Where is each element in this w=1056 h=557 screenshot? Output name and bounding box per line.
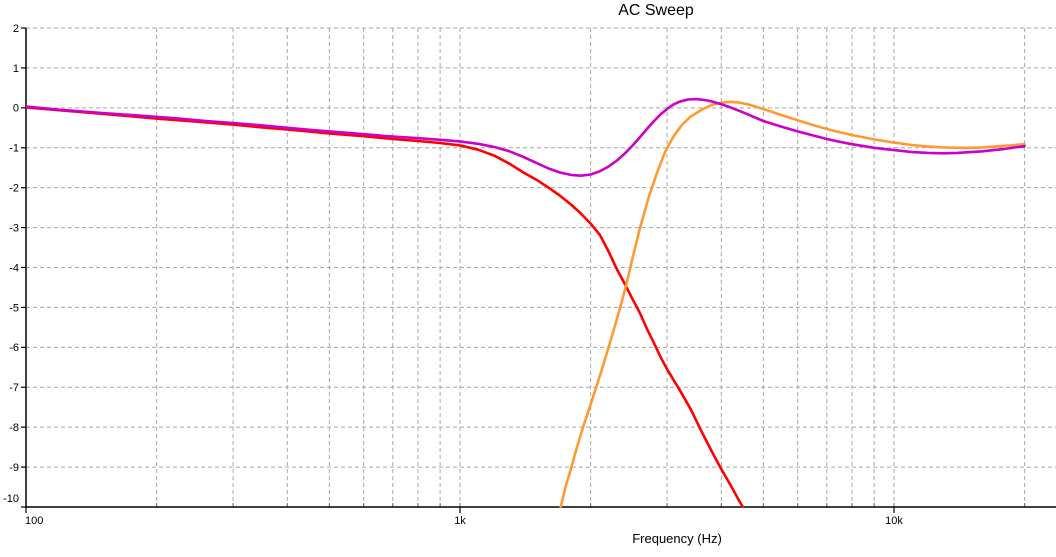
svg-text:-3: -3 — [9, 222, 19, 234]
y-tick-labels: 2 1 0 -1 -2 -3 -4 -5 -6 -7 -8 -9 -10 — [3, 23, 26, 508]
series-sum — [26, 97, 1026, 177]
svg-text:-4: -4 — [9, 262, 19, 274]
x-tick-labels: 100 1k 10k — [25, 507, 903, 527]
svg-text:-5: -5 — [9, 302, 19, 314]
svg-text:-9: -9 — [9, 462, 19, 474]
series-lowpass — [26, 106, 745, 508]
svg-text:1k: 1k — [454, 515, 466, 527]
x-gridlines — [156, 28, 1026, 507]
svg-text:-1: -1 — [9, 143, 19, 155]
series-highpass — [559, 100, 1026, 508]
svg-text:2: 2 — [13, 23, 19, 35]
svg-text:-7: -7 — [9, 382, 19, 394]
svg-text:-8: -8 — [9, 422, 19, 434]
series-curves — [26, 97, 1026, 508]
svg-text:10k: 10k — [885, 515, 903, 527]
chart-title: AC Sweep — [618, 2, 694, 19]
svg-text:-10: -10 — [3, 493, 19, 505]
svg-text:100: 100 — [25, 515, 43, 527]
svg-text:0: 0 — [13, 103, 19, 115]
y-gridlines — [26, 27, 1056, 468]
svg-text:-6: -6 — [9, 342, 19, 354]
x-axis-label: Frequency (Hz) — [632, 531, 722, 546]
svg-text:-2: -2 — [9, 183, 19, 195]
svg-text:1: 1 — [13, 63, 19, 75]
